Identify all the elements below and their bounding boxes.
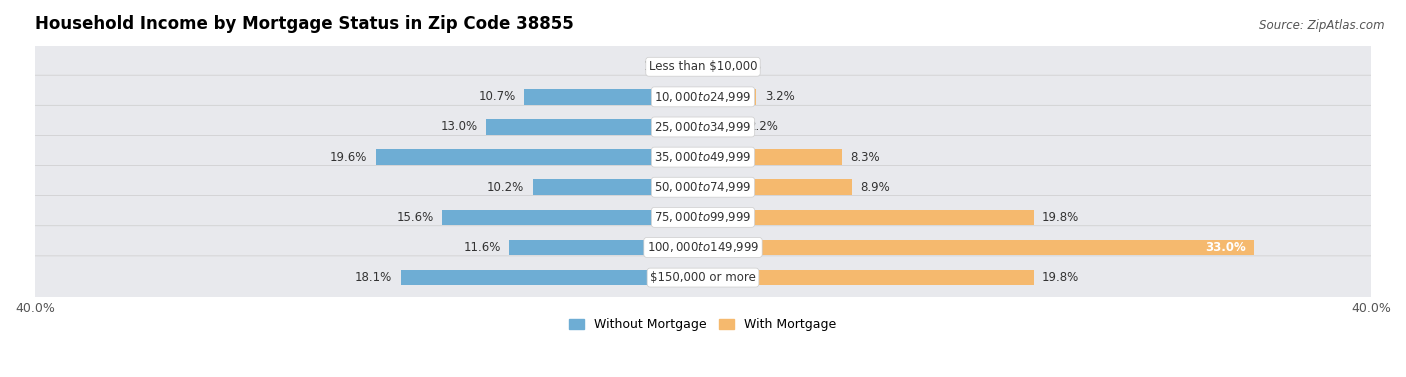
Text: 18.1%: 18.1%	[356, 271, 392, 284]
FancyBboxPatch shape	[30, 135, 1376, 181]
Text: 11.6%: 11.6%	[464, 241, 501, 254]
FancyBboxPatch shape	[30, 45, 1376, 91]
FancyBboxPatch shape	[30, 166, 1376, 211]
Bar	[703, 59, 723, 75]
Bar	[703, 270, 1033, 285]
Text: 3.2%: 3.2%	[765, 90, 794, 103]
Text: $75,000 to $99,999: $75,000 to $99,999	[654, 210, 752, 224]
FancyBboxPatch shape	[30, 256, 1376, 302]
Bar	[703, 240, 1254, 255]
Legend: Without Mortgage, With Mortgage: Without Mortgage, With Mortgage	[564, 313, 842, 336]
Text: $150,000 or more: $150,000 or more	[650, 271, 756, 284]
Text: Source: ZipAtlas.com: Source: ZipAtlas.com	[1260, 19, 1385, 32]
Text: 10.2%: 10.2%	[486, 181, 524, 194]
FancyBboxPatch shape	[30, 105, 1376, 151]
Bar	[703, 210, 1033, 225]
Text: $100,000 to $149,999: $100,000 to $149,999	[647, 241, 759, 254]
Text: $35,000 to $49,999: $35,000 to $49,999	[654, 150, 752, 164]
Text: 8.9%: 8.9%	[860, 181, 890, 194]
Text: 1.3%: 1.3%	[643, 60, 673, 73]
Bar	[703, 179, 852, 195]
FancyBboxPatch shape	[30, 226, 1376, 271]
Text: 19.6%: 19.6%	[330, 150, 367, 164]
Text: Less than $10,000: Less than $10,000	[648, 60, 758, 73]
Text: Household Income by Mortgage Status in Zip Code 38855: Household Income by Mortgage Status in Z…	[35, 15, 574, 33]
Text: $25,000 to $34,999: $25,000 to $34,999	[654, 120, 752, 134]
Text: 2.2%: 2.2%	[748, 121, 778, 133]
Bar	[443, 210, 703, 225]
Text: $50,000 to $74,999: $50,000 to $74,999	[654, 180, 752, 194]
Text: $10,000 to $24,999: $10,000 to $24,999	[654, 90, 752, 104]
FancyBboxPatch shape	[30, 75, 1376, 121]
Bar	[486, 119, 703, 135]
Text: 1.2%: 1.2%	[731, 60, 761, 73]
Text: 8.3%: 8.3%	[851, 150, 880, 164]
Text: 10.7%: 10.7%	[478, 90, 516, 103]
Bar	[533, 179, 703, 195]
Bar	[703, 89, 756, 105]
Bar	[401, 270, 703, 285]
Text: 33.0%: 33.0%	[1205, 241, 1246, 254]
Bar	[524, 89, 703, 105]
Text: 13.0%: 13.0%	[440, 121, 478, 133]
Bar	[509, 240, 703, 255]
Bar	[682, 59, 703, 75]
Bar	[375, 149, 703, 165]
Text: 15.6%: 15.6%	[396, 211, 434, 224]
Bar	[703, 119, 740, 135]
Text: 19.8%: 19.8%	[1042, 271, 1080, 284]
Bar	[703, 149, 842, 165]
FancyBboxPatch shape	[30, 196, 1376, 241]
Text: 19.8%: 19.8%	[1042, 211, 1080, 224]
